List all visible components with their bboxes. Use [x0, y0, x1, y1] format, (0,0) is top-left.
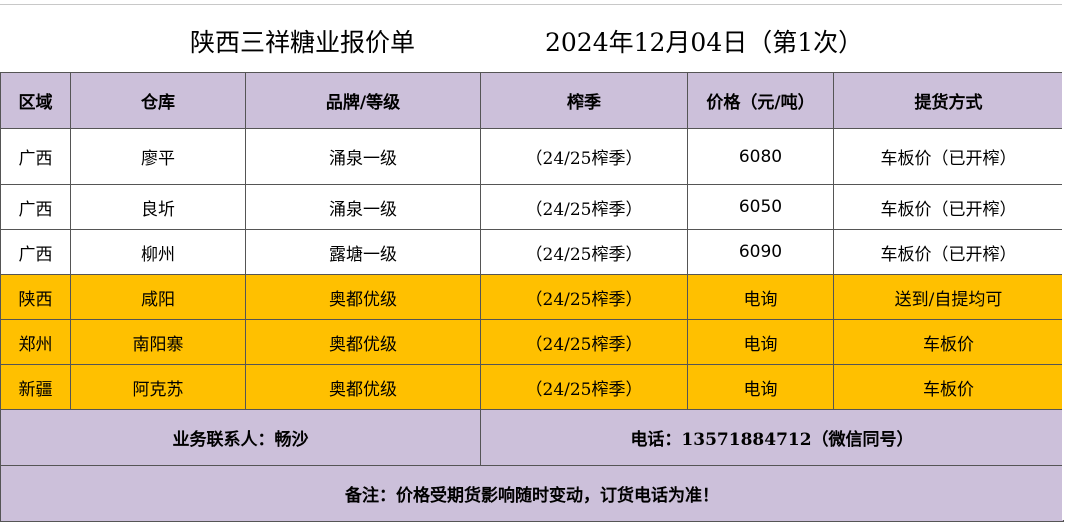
cell-warehouse[interactable]: 良圻: [70, 184, 246, 230]
cell-region[interactable]: 陕西: [0, 274, 71, 320]
cell-region[interactable]: 广西: [0, 184, 71, 230]
cell-region[interactable]: 广西: [0, 128, 71, 185]
cell-region[interactable]: 新疆: [0, 364, 71, 410]
header-row: 区域 仓库 品牌/等级 榨季 价格（元/吨） 提货方式: [0, 72, 1064, 129]
cell-brand[interactable]: 涌泉一级: [245, 128, 481, 185]
cell-season[interactable]: （24/25榨季）: [480, 128, 688, 185]
cell-pickup[interactable]: 车板价（已开榨）: [833, 229, 1064, 275]
cell-pickup[interactable]: 车板价（已开榨）: [833, 184, 1064, 230]
cell-price[interactable]: 6050: [687, 184, 834, 230]
table-row: 广西 良圻 涌泉一级 （24/25榨季） 6050 车板价（已开榨）: [0, 184, 1064, 230]
cell-region[interactable]: 郑州: [0, 319, 71, 365]
cell-season[interactable]: （24/25榨季）: [480, 229, 688, 275]
contact-phone[interactable]: 电话：13571884712（微信同号）: [480, 409, 1064, 466]
cell-price[interactable]: 电询: [687, 364, 834, 410]
cell-season[interactable]: （24/25榨季）: [480, 319, 688, 365]
table-row: 广西 廖平 涌泉一级 （24/25榨季） 6080 车板价（已开榨）: [0, 128, 1064, 185]
cell-pickup[interactable]: 送到/自提均可: [833, 274, 1064, 320]
cell-season[interactable]: （24/25榨季）: [480, 364, 688, 410]
cell-region[interactable]: 广西: [0, 229, 71, 275]
cell-brand[interactable]: 露塘一级: [245, 229, 481, 275]
header-price[interactable]: 价格（元/吨）: [687, 72, 834, 129]
cell-brand[interactable]: 奥都优级: [245, 364, 481, 410]
header-brand[interactable]: 品牌/等级: [245, 72, 481, 129]
table-row: 郑州 南阳寨 奥都优级 （24/25榨季） 电询 车板价: [0, 319, 1064, 365]
cell-warehouse[interactable]: 咸阳: [70, 274, 246, 320]
table-row: 新疆 阿克苏 奥都优级 （24/25榨季） 电询 车板价: [0, 364, 1064, 410]
cell-pickup[interactable]: 车板价: [833, 319, 1064, 365]
price-table: 区域 仓库 品牌/等级 榨季 价格（元/吨） 提货方式 广西 廖平 涌泉一级 （…: [0, 72, 1064, 522]
header-region[interactable]: 区域: [0, 72, 71, 129]
cell-pickup[interactable]: 车板价（已开榨）: [833, 128, 1064, 185]
cell-warehouse[interactable]: 柳州: [70, 229, 246, 275]
cell-brand[interactable]: 涌泉一级: [245, 184, 481, 230]
note-row: 备注：价格受期货影响随时变动，订货电话为准！: [0, 465, 1064, 522]
cell-warehouse[interactable]: 阿克苏: [70, 364, 246, 410]
table-row: 广西 柳州 露塘一级 （24/25榨季） 6090 车板价（已开榨）: [0, 229, 1064, 275]
cell-price[interactable]: 电询: [687, 274, 834, 320]
right-edge: [1062, 0, 1065, 520]
cell-season[interactable]: （24/25榨季）: [480, 184, 688, 230]
table-row: 陕西 咸阳 奥都优级 （24/25榨季） 电询 送到/自提均可: [0, 274, 1064, 320]
cell-season[interactable]: （24/25榨季）: [480, 274, 688, 320]
header-pickup[interactable]: 提货方式: [833, 72, 1064, 129]
cell-pickup[interactable]: 车板价: [833, 364, 1064, 410]
cell-warehouse[interactable]: 南阳寨: [70, 319, 246, 365]
cell-price[interactable]: 6080: [687, 128, 834, 185]
cell-price[interactable]: 电询: [687, 319, 834, 365]
title-row: 陕西三祥糖业报价单 2024年12月04日（第1次）: [0, 4, 1065, 73]
contact-person[interactable]: 业务联系人：畅沙: [0, 409, 481, 466]
note-text[interactable]: 备注：价格受期货影响随时变动，订货电话为准！: [0, 465, 1064, 522]
sheet-title: 陕西三祥糖业报价单: [190, 28, 416, 57]
cell-price[interactable]: 6090: [687, 229, 834, 275]
contact-row: 业务联系人：畅沙 电话：13571884712（微信同号）: [0, 409, 1064, 466]
header-season[interactable]: 榨季: [480, 72, 688, 129]
cell-brand[interactable]: 奥都优级: [245, 319, 481, 365]
header-warehouse[interactable]: 仓库: [70, 72, 246, 129]
cell-brand[interactable]: 奥都优级: [245, 274, 481, 320]
cell-warehouse[interactable]: 廖平: [70, 128, 246, 185]
sheet-date: 2024年12月04日（第1次）: [545, 28, 864, 57]
